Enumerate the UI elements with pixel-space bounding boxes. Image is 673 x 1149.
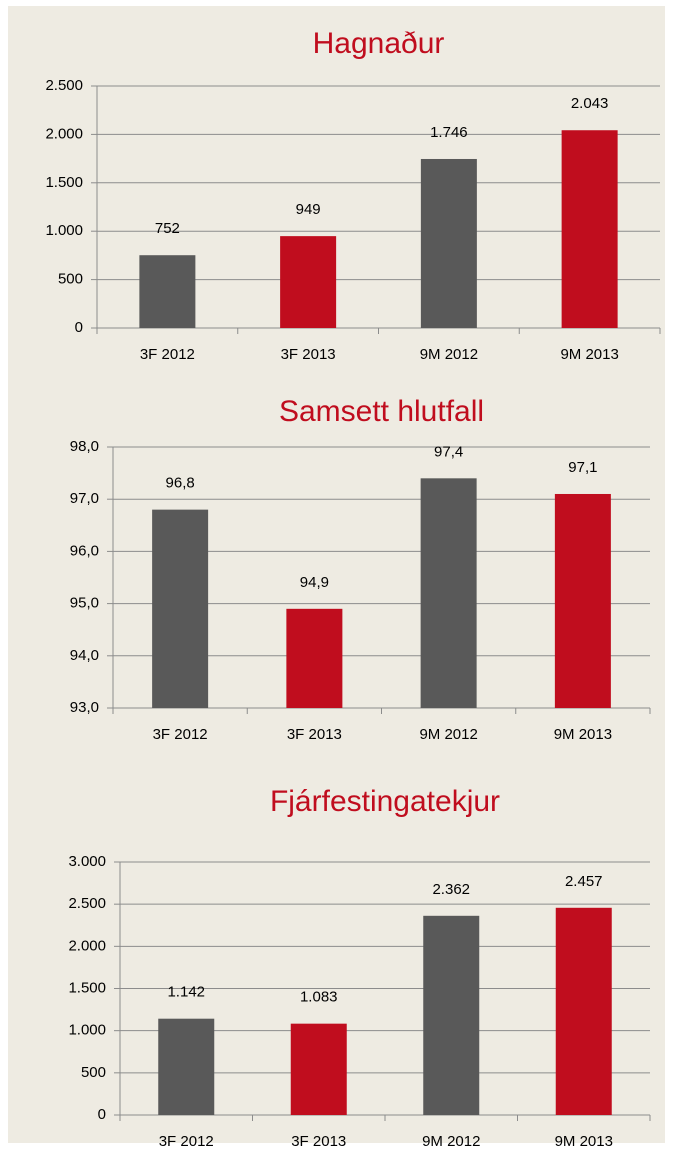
x-tick-label: 9M 2013 (560, 346, 618, 363)
x-tick-label: 3F 2013 (281, 346, 336, 363)
data-label: 2.043 (571, 95, 609, 112)
data-label: 949 (296, 201, 321, 218)
y-tick-label: 2.000 (68, 937, 106, 954)
bar (280, 236, 337, 328)
y-tick-label: 2.000 (45, 125, 83, 142)
y-tick-label: 500 (58, 271, 83, 288)
y-tick-label: 95,0 (70, 595, 99, 612)
y-tick-label: 94,0 (70, 647, 99, 664)
bar (420, 478, 477, 708)
bar (423, 915, 480, 1115)
bar (420, 158, 477, 328)
x-tick-label: 3F 2013 (291, 1133, 346, 1149)
bar (561, 130, 618, 328)
y-tick-label: 1.500 (68, 979, 106, 996)
y-tick-label: 0 (75, 319, 83, 336)
y-tick-label: 98,0 (70, 438, 99, 455)
x-tick-label: 3F 2012 (153, 726, 208, 743)
data-label: 94,9 (300, 574, 329, 591)
y-tick-label: 93,0 (70, 699, 99, 716)
y-tick-label: 1.000 (45, 222, 83, 239)
data-label: 2.362 (432, 881, 470, 898)
y-tick-label: 0 (98, 1106, 106, 1123)
x-tick-label: 9M 2012 (422, 1133, 480, 1149)
x-tick-label: 3F 2013 (287, 726, 342, 743)
y-tick-label: 96,0 (70, 542, 99, 559)
bar (554, 493, 611, 708)
chart-title: Samsett hlutfall (279, 395, 484, 428)
y-tick-label: 500 (81, 1064, 106, 1081)
x-tick-label: 9M 2013 (554, 726, 612, 743)
bar (152, 509, 209, 708)
bar (290, 1023, 347, 1115)
y-tick-label: 97,0 (70, 490, 99, 507)
bar (158, 1018, 215, 1115)
data-label: 1.142 (167, 984, 205, 1001)
chart-title: Fjárfestingatekjur (270, 785, 500, 818)
chart-title: Hagnaður (313, 27, 445, 60)
data-label: 752 (155, 220, 180, 237)
y-tick-label: 1.500 (45, 174, 83, 191)
y-tick-label: 2.500 (45, 77, 83, 94)
bar (286, 608, 343, 708)
bar (139, 255, 196, 328)
y-tick-label: 2.500 (68, 895, 106, 912)
x-tick-label: 9M 2012 (419, 726, 477, 743)
data-label: 96,8 (166, 475, 195, 492)
x-tick-label: 3F 2012 (140, 346, 195, 363)
data-label: 97,1 (568, 459, 597, 476)
x-tick-label: 9M 2013 (555, 1133, 613, 1149)
data-label: 97,4 (434, 443, 463, 460)
bar (555, 907, 612, 1115)
data-label: 1.746 (430, 124, 468, 141)
x-tick-label: 3F 2012 (159, 1133, 214, 1149)
data-label: 1.083 (300, 989, 338, 1006)
y-tick-label: 1.000 (68, 1022, 106, 1039)
data-label: 2.457 (565, 873, 603, 890)
y-tick-label: 3.000 (68, 853, 106, 870)
x-tick-label: 9M 2012 (420, 346, 478, 363)
